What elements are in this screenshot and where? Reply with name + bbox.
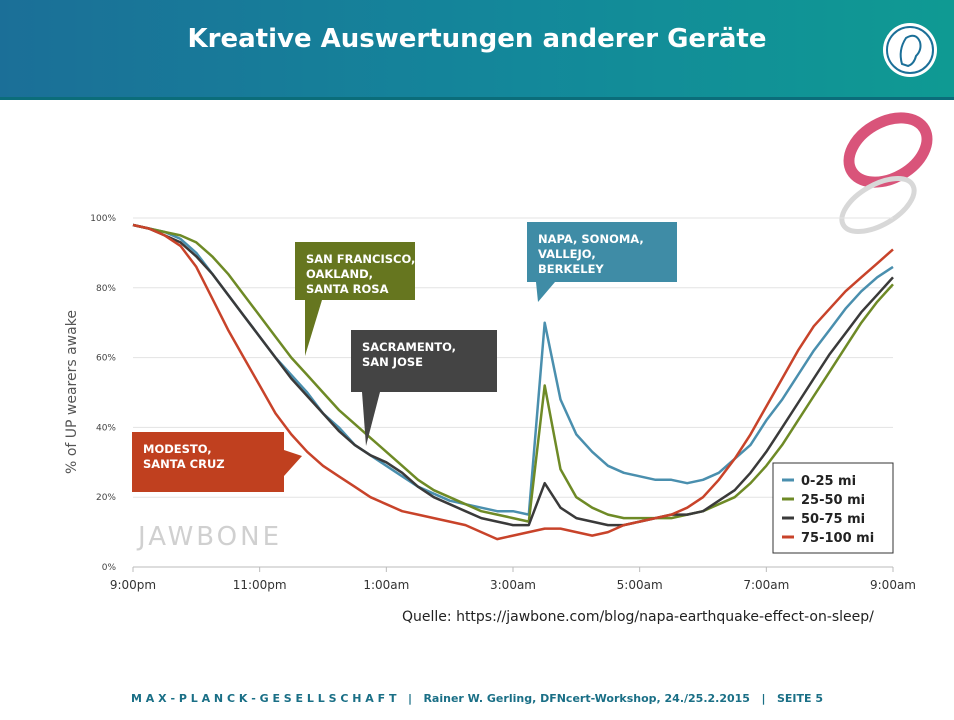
legend-label: 0-25 mi xyxy=(801,474,856,489)
callout: NAPA, SONOMA,VALLEJO,BERKELEY xyxy=(527,222,677,302)
callout-pointer xyxy=(536,282,555,302)
y-tick-label: 40% xyxy=(96,423,116,433)
legend-label: 25-50 mi xyxy=(801,493,865,508)
watermark: JAWBONE xyxy=(136,522,282,552)
slide: Kreative Auswertungen anderer Geräte 0%2… xyxy=(0,0,954,720)
x-tick-label: 1:00am xyxy=(363,578,409,592)
callout-text: SAN FRANCISCO, xyxy=(306,252,415,266)
x-tick-label: 3:00am xyxy=(490,578,536,592)
x-tick-label: 5:00am xyxy=(617,578,663,592)
y-tick-label: 60% xyxy=(96,354,116,364)
callout-text: SANTA CRUZ xyxy=(143,457,225,471)
source: Quelle: https://jawbone.com/blog/napa-ea… xyxy=(402,609,874,625)
y-axis-label: % of UP wearers awake xyxy=(64,310,80,474)
chart: 0% 20% 40% 60% 80% 100% % of UP wearers awake J… xyxy=(0,0,954,600)
legend-label: 50-75 mi xyxy=(801,512,865,527)
callout-pointer xyxy=(305,300,322,356)
y-tick-label: 80% xyxy=(96,284,116,294)
x-tick-label: 9:00am xyxy=(870,578,916,592)
x-tick-label: 9:00pm xyxy=(110,578,156,592)
x-tick-label: 7:00am xyxy=(743,578,789,592)
callout: SACRAMENTO,SAN JOSE xyxy=(351,330,497,446)
callout-text: MODESTO, xyxy=(143,442,212,456)
callout-text: BERKELEY xyxy=(538,262,604,276)
y-tick-label: 0% xyxy=(102,563,117,573)
callout-text: SACRAMENTO, xyxy=(362,340,456,354)
callout-text: SAN JOSE xyxy=(362,355,423,369)
x-tick-label: 11:00pm xyxy=(233,578,287,592)
callout-text: OAKLAND, xyxy=(306,267,373,281)
y-tick-label: 100% xyxy=(90,214,116,224)
y-tick-label: 20% xyxy=(96,493,116,503)
callout-text: SANTA ROSA xyxy=(306,282,389,296)
callout-pointer xyxy=(284,450,302,476)
footer: M A X - P L A N C K - G E S E L L S C H … xyxy=(0,692,954,705)
legend-label: 75-100 mi xyxy=(801,531,874,546)
wristband xyxy=(833,105,938,243)
callout: MODESTO,SANTA CRUZ xyxy=(132,432,302,492)
callout-text: NAPA, SONOMA, xyxy=(538,232,644,246)
callout-text: VALLEJO, xyxy=(538,247,596,261)
